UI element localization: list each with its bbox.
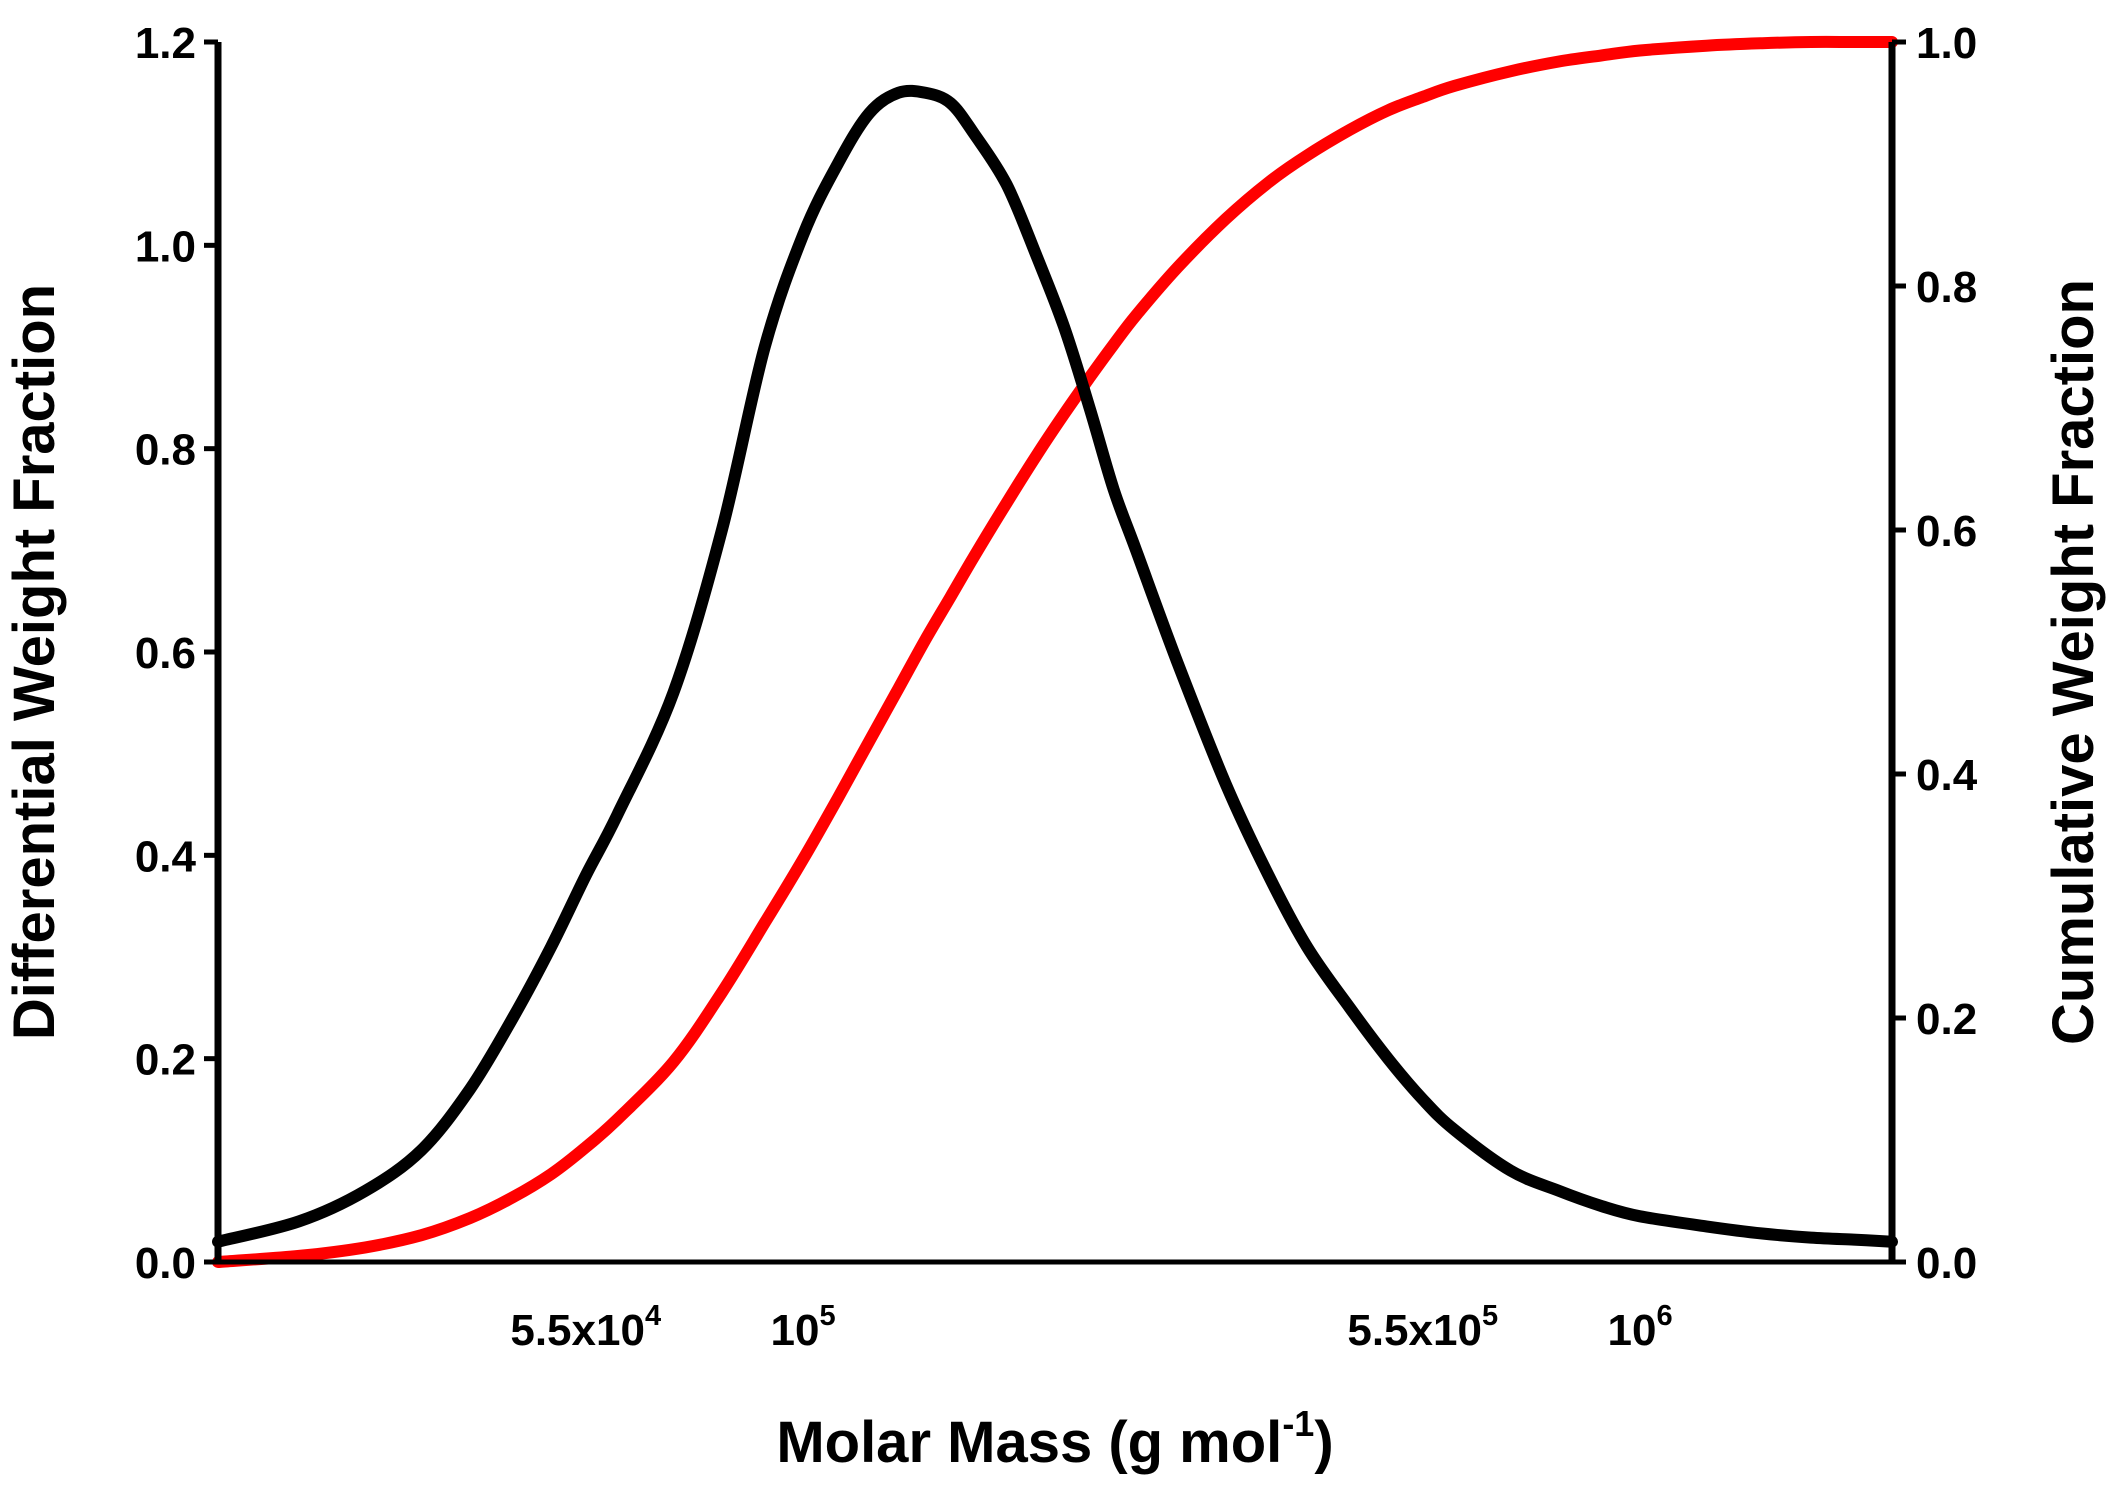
x-tick-label: 5.5x105 [1347,1300,1498,1355]
x-axis-title-main: Molar Mass (g mol [776,1410,1282,1475]
right-y-tick-label: 0.6 [1916,507,1977,556]
cumulative-weight-fraction-line [212,35,1898,1268]
axes-layer [214,42,1896,1265]
left-y-tick-label: 0.0 [135,1239,196,1288]
differential-weight-fraction-line [212,84,1898,1248]
x-tick-mantissa: 10 [1607,1306,1656,1355]
left-y-tick-label: 0.4 [135,832,197,881]
x-tick-exponent: 5 [1482,1300,1498,1332]
x-axis-title-close: ) [1314,1410,1333,1475]
x-axis-title: Molar Mass (g mol-1) [776,1403,1333,1475]
right-y-tick-label: 0.2 [1916,995,1977,1044]
ticks-layer: 0.0 0.2 0.4 0.6 0.8 1.0 1.2 0.0 0.2 0.4 0.6 0.8 1.0 5… [135,19,1978,1355]
x-tick-label: 5.5x104 [510,1300,661,1355]
right-y-tick-label: 0.4 [1916,751,1978,800]
x-tick-exponent: 6 [1656,1300,1672,1332]
series-layer [212,35,1898,1268]
x-axis-title-superscript: -1 [1282,1403,1314,1444]
right-y-tick-label: 1.0 [1916,19,1977,68]
left-y-tick-label: 0.6 [135,629,196,678]
x-tick-mantissa: 5.5x10 [1347,1306,1482,1355]
x-tick-mantissa: 10 [770,1306,819,1355]
left-y-tick-label: 0.8 [135,426,196,475]
right-y-axis-title: Cumulative Weight Fraction [2041,279,2106,1045]
x-tick-exponent: 5 [819,1300,835,1332]
left-y-axis-title: Differential Weight Fraction [2,284,67,1040]
left-y-tick-label: 1.0 [135,222,196,271]
left-y-tick-label: 1.2 [135,19,196,68]
left-y-tick-label: 0.2 [135,1036,196,1085]
right-y-tick-label: 0.8 [1916,263,1977,312]
x-tick-exponent: 4 [645,1300,661,1332]
right-y-tick-label: 0.0 [1916,1239,1977,1288]
labels-layer: Molar Mass (g mol-1) Differential Weight … [2,279,2106,1475]
x-tick-label: 105 [770,1300,835,1355]
x-tick-mantissa: 5.5x10 [510,1306,645,1355]
x-tick-label: 106 [1607,1300,1672,1355]
